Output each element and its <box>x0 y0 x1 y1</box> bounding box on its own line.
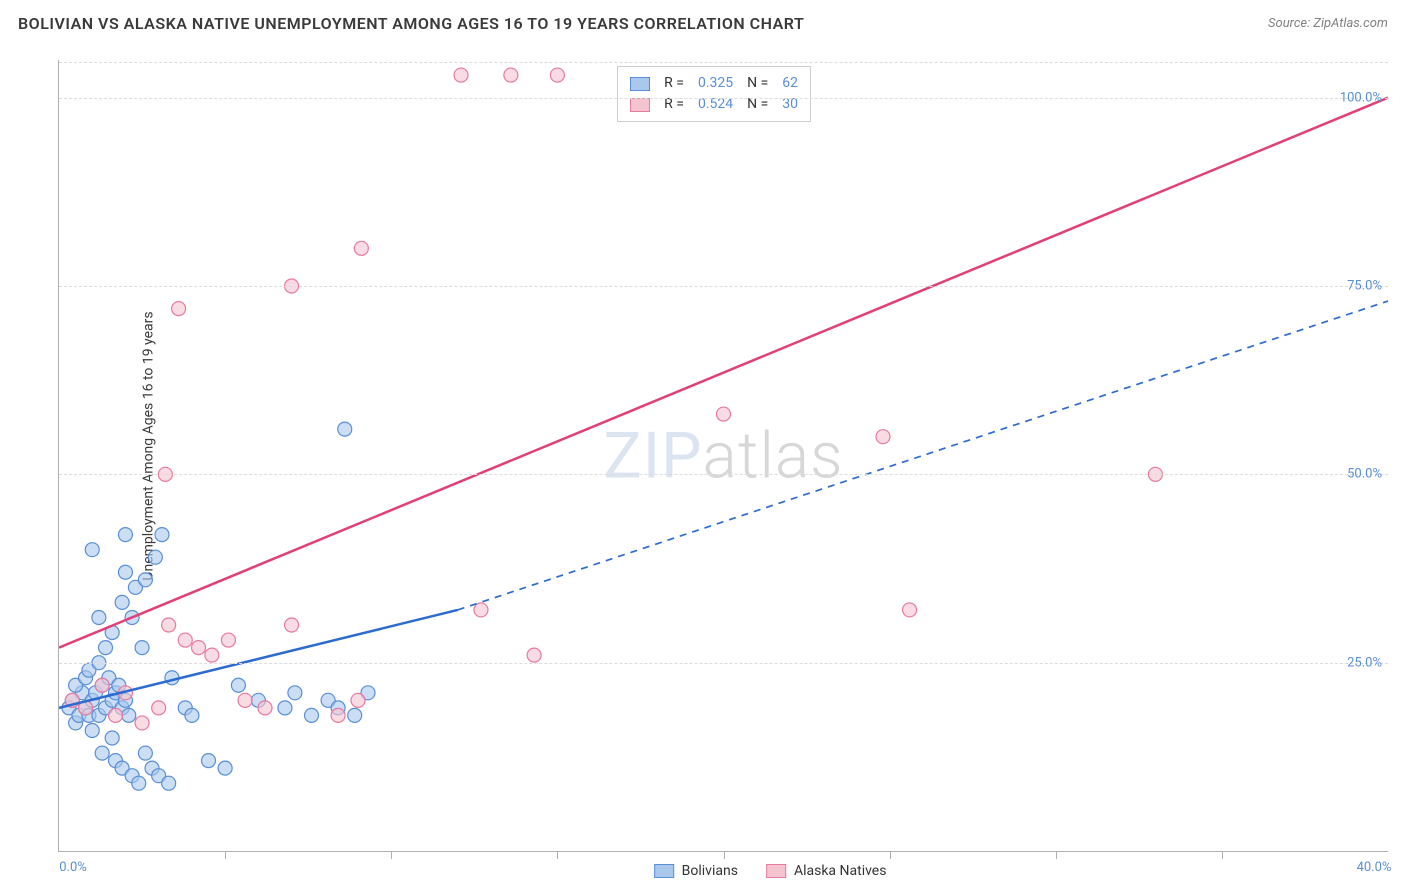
legend-item: Alaska Natives <box>766 863 887 879</box>
data-point <box>135 641 149 655</box>
chart-source: Source: ZipAtlas.com <box>1268 16 1388 31</box>
data-point <box>474 603 488 617</box>
gridline-h <box>59 663 1388 664</box>
data-point <box>527 648 541 662</box>
data-point <box>202 754 216 768</box>
x-tick-mark <box>225 851 226 859</box>
gridline-h <box>59 98 1388 99</box>
data-point <box>285 618 299 632</box>
scatter-plot-svg <box>59 60 1388 851</box>
x-tick-mark <box>890 851 891 859</box>
data-point <box>348 708 362 722</box>
data-point <box>221 633 235 647</box>
legend-swatch <box>630 77 650 91</box>
plot-area: ZIPatlas R =0.325N =62R =0.524N =30 Boli… <box>58 60 1388 852</box>
stat-n-label: N = <box>747 73 768 94</box>
trend-line-dashed <box>458 301 1388 610</box>
legend-swatch <box>766 864 786 878</box>
data-point <box>132 776 146 790</box>
legend-label: Bolivians <box>682 863 738 879</box>
data-point <box>138 573 152 587</box>
y-tick-label: 25.0% <box>1347 655 1382 670</box>
data-point <box>185 708 199 722</box>
data-point <box>115 595 129 609</box>
y-tick-label: 100.0% <box>1340 90 1382 105</box>
data-point <box>504 68 518 82</box>
data-point <box>876 430 890 444</box>
data-point <box>108 708 122 722</box>
x-tick-mark <box>391 851 392 859</box>
data-point <box>258 701 272 715</box>
x-tick-mark <box>1056 851 1057 859</box>
stats-legend-box: R =0.325N =62R =0.524N =30 <box>617 66 811 122</box>
data-point <box>122 708 136 722</box>
data-point <box>288 686 302 700</box>
stats-row: R = 0.325 N = 62 <box>630 73 798 94</box>
data-point <box>148 550 162 564</box>
data-point <box>85 723 99 737</box>
data-point <box>105 731 119 745</box>
data-point <box>162 776 176 790</box>
data-point <box>331 708 345 722</box>
chart-title: BOLIVIAN VS ALASKA NATIVE UNEMPLOYMENT A… <box>18 14 804 33</box>
gridline-h <box>59 474 1388 475</box>
data-point <box>550 68 564 82</box>
x-tick-label: 0.0% <box>59 860 87 875</box>
data-point <box>305 708 319 722</box>
y-tick-label: 50.0% <box>1347 467 1382 482</box>
data-point <box>99 641 113 655</box>
gridline-h <box>59 286 1388 287</box>
data-point <box>118 528 132 542</box>
legend-swatch <box>654 864 674 878</box>
stat-n-value: 62 <box>782 73 798 94</box>
data-point <box>155 528 169 542</box>
data-point <box>95 678 109 692</box>
data-point <box>354 241 368 255</box>
stat-r-label: R = <box>664 73 684 94</box>
data-point <box>178 633 192 647</box>
data-point <box>135 716 149 730</box>
data-point <box>903 603 917 617</box>
legend-swatch <box>630 98 650 112</box>
data-point <box>338 422 352 436</box>
y-tick-label: 75.0% <box>1347 279 1382 294</box>
data-point <box>162 618 176 632</box>
x-tick-mark <box>724 851 725 859</box>
trend-line-solid <box>59 98 1388 648</box>
legend-item: Bolivians <box>654 863 738 879</box>
data-point <box>95 746 109 760</box>
x-tick-mark <box>557 851 558 859</box>
data-point <box>85 543 99 557</box>
data-point <box>152 701 166 715</box>
x-tick-mark <box>1222 851 1223 859</box>
gridline-h <box>59 62 1388 63</box>
data-point <box>238 693 252 707</box>
data-point <box>454 68 468 82</box>
data-point <box>172 302 186 316</box>
data-point <box>138 746 152 760</box>
data-point <box>192 641 206 655</box>
data-point <box>218 761 232 775</box>
data-point <box>118 565 132 579</box>
data-point <box>92 610 106 624</box>
chart-header: BOLIVIAN VS ALASKA NATIVE UNEMPLOYMENT A… <box>0 0 1406 43</box>
stat-r-value: 0.325 <box>698 73 733 94</box>
data-point <box>231 678 245 692</box>
data-point <box>717 407 731 421</box>
data-point <box>205 648 219 662</box>
x-tick-label: 40.0% <box>1357 860 1392 875</box>
data-point <box>351 693 365 707</box>
data-point <box>278 701 292 715</box>
legend-label: Alaska Natives <box>794 863 887 879</box>
series-legend: Bolivians Alaska Natives <box>654 863 887 879</box>
